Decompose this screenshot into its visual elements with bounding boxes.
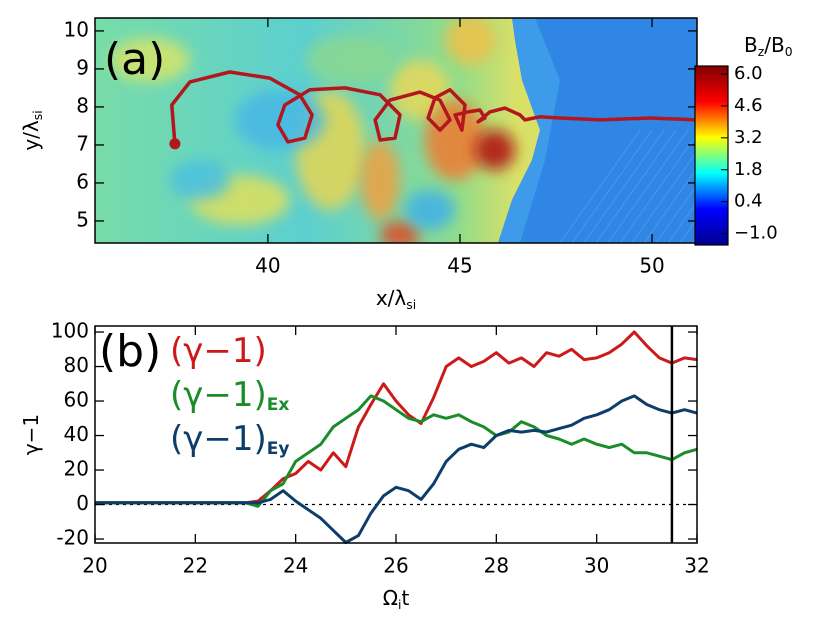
y-tick-label: 20 <box>64 457 89 481</box>
field-texture <box>607 129 689 243</box>
y-tick-label: 9 <box>76 55 89 79</box>
colorbar-label: Bz/B0 <box>744 33 793 59</box>
y-axis-label: γ−1 <box>19 414 43 455</box>
field-texture <box>595 129 677 243</box>
field-texture <box>619 133 697 243</box>
field-image <box>95 18 697 243</box>
x-tick-label: 45 <box>447 254 472 278</box>
field-texture <box>170 160 230 200</box>
x-tick-label: 26 <box>383 554 408 578</box>
x-axis-label-part: x/λ <box>376 286 407 310</box>
y-tick-label: 10 <box>64 17 89 41</box>
legend-name: (γ−1) <box>170 331 267 371</box>
x-axis-label-part: si <box>406 297 416 312</box>
x-tick-label: 20 <box>82 554 107 578</box>
legend-entry: (γ−1)Ex <box>170 375 289 416</box>
field-texture <box>667 201 697 243</box>
field-texture <box>643 167 697 243</box>
legend-subscript: Ex <box>267 395 290 415</box>
y-tick-label: 8 <box>76 93 89 117</box>
y-axis-label-part: si <box>30 110 45 120</box>
y-tick-label: -20 <box>56 526 89 550</box>
y-axis-label-part: γ−1 <box>19 414 43 455</box>
colorbar-label-part: 0 <box>785 44 793 59</box>
start-marker <box>169 138 181 150</box>
panel-label: (a) <box>104 34 165 85</box>
y-tick-label: 40 <box>64 422 89 446</box>
field-texture <box>631 150 697 243</box>
x-tick-label: 50 <box>639 254 664 278</box>
field-texture <box>571 129 653 243</box>
x-axis-label-part: Ω <box>383 586 398 610</box>
field-texture <box>445 18 495 65</box>
field-texture <box>498 18 560 243</box>
x-axis-label: Ωit <box>383 586 410 612</box>
field-texture <box>405 190 455 230</box>
x-tick-label: 30 <box>584 554 609 578</box>
x-tick-label: 28 <box>484 554 509 578</box>
field-texture <box>380 221 420 243</box>
x-tick-label: 22 <box>183 554 208 578</box>
field-texture <box>425 100 485 180</box>
panel-label: (b) <box>99 326 161 377</box>
legend-name: (γ−1) <box>170 419 267 459</box>
y-tick-label: 80 <box>64 353 89 377</box>
y-tick-label: 5 <box>76 207 89 231</box>
y-tick-label: 60 <box>64 388 89 412</box>
field-texture <box>110 38 190 82</box>
field-texture <box>475 130 515 170</box>
field-texture <box>583 129 665 243</box>
colorbar-label-part: B <box>744 33 758 57</box>
colorbar-tick-label: −1.0 <box>734 223 778 244</box>
field-texture <box>679 218 697 243</box>
colorbar-label-part: z <box>758 44 765 59</box>
y-tick-label: 0 <box>76 491 89 515</box>
x-axis-label-part: i <box>398 597 401 612</box>
y-axis-label: y/λsi <box>19 110 45 150</box>
y-tick-label: 100 <box>51 319 89 343</box>
trajectory <box>170 70 697 144</box>
legend-entry: (γ−1)Ey <box>170 419 289 460</box>
colorbar <box>694 65 729 246</box>
legend-name: (γ−1) <box>170 375 267 415</box>
legend-subscript: Ey <box>267 439 290 459</box>
colorbar-tick-label: 1.8 <box>734 159 763 180</box>
colorbar-tick-label: 0.4 <box>734 191 763 212</box>
colorbar-tick-label: 3.2 <box>734 127 763 148</box>
y-axis-label-part: y/λ <box>19 120 43 151</box>
series-line <box>95 394 698 544</box>
y-tick-label: 6 <box>76 169 89 193</box>
colorbar-tick-label: 4.6 <box>734 95 763 116</box>
x-tick-label: 32 <box>684 554 709 578</box>
x-axis-label: x/λsi <box>376 286 416 312</box>
legend-entry: (γ−1) <box>170 331 267 371</box>
field-texture <box>559 129 641 243</box>
x-tick-label: 40 <box>255 254 280 278</box>
field-texture <box>360 140 400 220</box>
field-texture <box>390 60 450 120</box>
colorbar-label-part: /B <box>764 33 784 57</box>
y-tick-label: 7 <box>76 131 89 155</box>
field-texture <box>305 35 395 85</box>
colorbar-tick-label: 6.0 <box>734 63 763 84</box>
x-axis-label-part: t <box>401 586 409 610</box>
x-tick-label: 24 <box>283 554 308 578</box>
